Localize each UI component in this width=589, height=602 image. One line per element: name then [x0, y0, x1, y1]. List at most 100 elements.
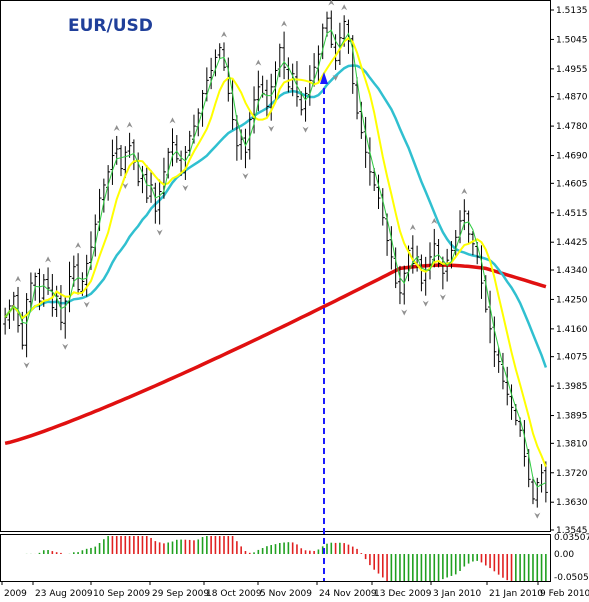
price-tick-label: 1.4340	[556, 266, 588, 276]
candle	[119, 145, 124, 177]
candle	[419, 254, 424, 292]
candle	[28, 272, 33, 312]
fractal-down-arrow	[23, 362, 30, 369]
candle	[264, 79, 269, 119]
price-tick-label: 1.4250	[556, 295, 588, 305]
candle	[50, 273, 55, 317]
candle	[496, 347, 501, 373]
candle	[535, 477, 540, 508]
candle	[337, 22, 342, 65]
candle	[209, 57, 214, 90]
fractal-down-arrow	[534, 512, 541, 519]
candle	[509, 384, 514, 420]
candle	[243, 128, 248, 169]
fractal-up-arrow	[281, 20, 288, 27]
candle	[530, 476, 535, 505]
vertical-marker-layer	[320, 72, 328, 581]
price-tick-label: 1.5045	[556, 35, 588, 45]
date-tick-label: 9 Feb 2010	[540, 589, 589, 599]
candle	[350, 35, 355, 94]
candle	[153, 182, 158, 224]
oscillator-panel-frame	[0, 534, 551, 582]
date-tick-label: 23 Aug 2009	[35, 589, 93, 599]
price-tick-label: 1.4870	[556, 93, 588, 103]
candle	[110, 139, 115, 185]
candle	[286, 57, 291, 93]
candle	[324, 11, 329, 37]
fractal-up-arrow	[221, 31, 228, 38]
candle	[462, 199, 467, 231]
price-tick-label: 1.3895	[556, 412, 588, 422]
candle	[76, 253, 81, 295]
candle	[505, 366, 510, 406]
candle	[273, 61, 278, 102]
date-tick-label: 29 Sep 2009	[152, 589, 209, 599]
fractal-down-arrow	[156, 229, 163, 236]
oscillator-tick-label: -0.05056	[554, 573, 589, 583]
price-axis: 1.5135 1.5045 1.4955 1.4870 1.4780 1.4690 1.46…	[550, 6, 588, 536]
fractal-up-arrow	[15, 275, 22, 282]
price-tick-label: 1.4605	[556, 179, 588, 189]
fractal-up-arrow	[341, 4, 348, 11]
date-tick-label: 2009	[4, 589, 27, 599]
fractal-down-arrow	[268, 125, 275, 132]
fractal-down-arrow	[401, 309, 408, 316]
ma-yellow-line	[4, 36, 547, 467]
candle	[217, 43, 222, 60]
candle	[183, 145, 188, 180]
fractal-down-arrow	[439, 294, 446, 301]
date-tick-label: 5 Nov 2009	[260, 589, 312, 599]
date-tick-label: 13 Dec 2009	[374, 589, 432, 599]
ma-red-layer	[4, 263, 547, 446]
candle	[410, 235, 415, 274]
price-tick-label: 1.4515	[556, 209, 588, 219]
candle	[355, 77, 360, 120]
date-tick-label: 24 Nov 2009	[319, 589, 377, 599]
candle	[376, 174, 381, 210]
fractal-down-arrow	[62, 343, 69, 350]
fractal-down-arrow	[332, 74, 339, 81]
candle	[282, 31, 287, 80]
fractal-up-arrow	[113, 124, 120, 131]
ma-fast-line	[4, 29, 547, 488]
oscillator-tick-label: 0.03507	[554, 533, 589, 543]
fractal-up-arrow	[255, 59, 262, 66]
candle	[63, 296, 68, 339]
candle	[543, 461, 548, 503]
ma-red-line	[4, 263, 547, 446]
fractal-down-arrow	[422, 300, 429, 307]
candle	[299, 91, 304, 116]
price-tick-label: 1.3630	[556, 498, 588, 508]
candle	[187, 130, 192, 156]
candle	[436, 239, 441, 268]
candle	[402, 265, 407, 305]
candle	[174, 135, 179, 163]
candle	[123, 146, 128, 178]
candle	[466, 210, 471, 244]
price-tick-label: 1.4690	[556, 152, 588, 162]
candle	[329, 10, 334, 48]
fractal-up-arrow	[126, 121, 133, 128]
price-tick-label: 1.5135	[556, 6, 588, 16]
event-marker-arrow	[320, 72, 328, 84]
date-tick-label: 18 Oct 2009	[206, 589, 262, 599]
candle	[372, 168, 377, 191]
fractal-up-arrow	[45, 256, 52, 263]
candle	[269, 73, 274, 121]
price-tick-label: 1.4425	[556, 238, 588, 248]
ma-yellow-layer	[4, 36, 547, 467]
price-tick-label: 1.3545	[556, 526, 588, 536]
oscillator-tick-label: 0.00	[554, 550, 574, 560]
fractal-up-arrow	[75, 242, 82, 249]
fractal-up-arrow	[409, 224, 416, 231]
candle	[170, 128, 175, 167]
candle	[157, 179, 162, 225]
oscillator-axis: 0.03507 0.00 -0.05056	[554, 533, 589, 583]
oscillator-layer	[25, 536, 547, 581]
candle	[294, 61, 299, 107]
candle	[252, 86, 257, 134]
candle	[24, 293, 29, 358]
fractal-up-arrow	[328, 0, 335, 6]
